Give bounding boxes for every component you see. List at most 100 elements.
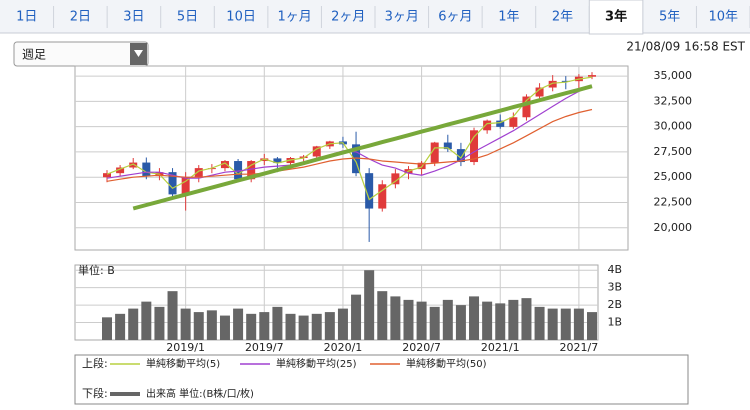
moving-average-line	[106, 108, 593, 182]
volume-bar	[337, 308, 348, 340]
tab[interactable]: 1ヶ月	[278, 10, 312, 25]
tab[interactable]: 2ヶ月	[331, 10, 365, 25]
candle-body	[483, 120, 492, 131]
volume-bar	[206, 310, 217, 340]
volume-bar	[102, 317, 112, 340]
candle-body	[220, 161, 229, 169]
volume-bar	[115, 313, 126, 340]
volume-bar	[442, 299, 453, 340]
tab[interactable]: 3日	[123, 10, 144, 25]
y-tick-label: 20,000	[654, 221, 693, 234]
moving-average-line	[106, 85, 593, 179]
tab[interactable]: 10年	[708, 10, 738, 25]
trend-line	[132, 84, 593, 211]
tab[interactable]: 3年	[605, 9, 627, 25]
candle-body	[352, 144, 361, 174]
volume-bar	[128, 308, 139, 340]
candle-body	[496, 120, 505, 127]
legend-label: 下段:	[82, 386, 108, 400]
candle-body	[116, 167, 125, 174]
volume-bar	[154, 306, 165, 340]
tab[interactable]: 2年	[552, 10, 573, 25]
candle-body	[260, 158, 269, 162]
volume-bar	[587, 312, 597, 340]
y-tick-label: 25,000	[654, 170, 693, 183]
candle-body	[234, 161, 243, 180]
y-tick-label: 32,500	[654, 94, 693, 107]
volume-bar	[311, 313, 322, 340]
candle-body	[103, 173, 111, 178]
candle-body	[312, 146, 321, 157]
volume-bar	[246, 313, 257, 340]
volume-bar	[508, 299, 519, 340]
legend-entry: 単純移動平均(25)	[276, 357, 357, 370]
dropdown-arrow	[134, 50, 143, 57]
tab[interactable]: 5日	[177, 10, 198, 25]
tab[interactable]: 1日	[16, 10, 37, 25]
volume-bar	[272, 306, 283, 340]
candle-body	[129, 162, 138, 168]
candle-body	[365, 173, 374, 209]
candle-body	[194, 168, 203, 178]
candle-body	[535, 87, 544, 97]
volume-bar	[180, 308, 191, 340]
tab[interactable]: 6ヶ月	[438, 10, 472, 25]
volume-bar	[495, 303, 506, 340]
volume-bar	[285, 313, 296, 340]
volume-bar	[429, 306, 440, 340]
volume-unit-label: 単位: B	[78, 263, 115, 277]
volume-bar	[351, 294, 362, 340]
active-tab	[588, 0, 644, 35]
volume-bar	[560, 308, 571, 340]
candle-body	[588, 75, 596, 77]
candle-body	[417, 162, 426, 170]
x-tick-label: 2021/7	[560, 341, 599, 354]
y-tick-label: 35,000	[654, 69, 693, 82]
volume-bar	[219, 315, 230, 340]
x-tick-label: 2019/1	[166, 341, 205, 354]
price-plot-frame	[74, 65, 629, 251]
y-tick-label: 3B	[607, 281, 622, 294]
volume-plot-frame	[74, 264, 599, 341]
volume-bar	[298, 315, 309, 340]
volume-bar	[167, 291, 178, 340]
candle-body	[168, 172, 177, 195]
tab[interactable]: 1年	[498, 10, 519, 25]
candle-body	[443, 142, 452, 150]
volume-bar	[455, 305, 466, 340]
y-tick-label: 4B	[607, 263, 622, 276]
tab[interactable]: 2日	[70, 10, 91, 25]
candle-body	[548, 80, 557, 88]
volume-bar	[141, 301, 152, 340]
volume-bar	[193, 312, 204, 340]
legend-entry: 出来高 単位:(B株/口/枚)	[146, 387, 254, 400]
volume-bar	[416, 301, 427, 340]
candle-body	[299, 156, 308, 158]
period-label: 週足	[22, 48, 46, 62]
candle-body	[247, 161, 256, 180]
volume-bar	[364, 270, 375, 340]
tab[interactable]: 5年	[659, 10, 680, 25]
candle-body	[522, 96, 531, 118]
x-tick-label: 2020/7	[402, 341, 441, 354]
tab[interactable]: 10日	[226, 10, 256, 25]
y-tick-label: 2B	[607, 298, 622, 311]
legend-label: 上段:	[82, 356, 108, 370]
candle-body	[470, 130, 479, 163]
moving-average-line	[106, 76, 593, 201]
candle-body	[142, 162, 151, 177]
volume-bar	[573, 308, 584, 340]
y-tick-label: 30,000	[654, 120, 693, 133]
volume-bar	[390, 296, 401, 340]
timestamp: 21/08/09 16:58 EST	[626, 40, 745, 54]
volume-bar	[403, 299, 414, 340]
candle-body	[273, 158, 282, 164]
candle-body	[181, 177, 190, 195]
x-tick-label: 2019/7	[245, 341, 284, 354]
volume-bar	[469, 296, 480, 340]
legend-entry: 単純移動平均(5)	[146, 357, 220, 370]
volume-bar	[547, 308, 558, 340]
volume-bar	[324, 312, 335, 340]
tab[interactable]: 3ヶ月	[385, 10, 419, 25]
